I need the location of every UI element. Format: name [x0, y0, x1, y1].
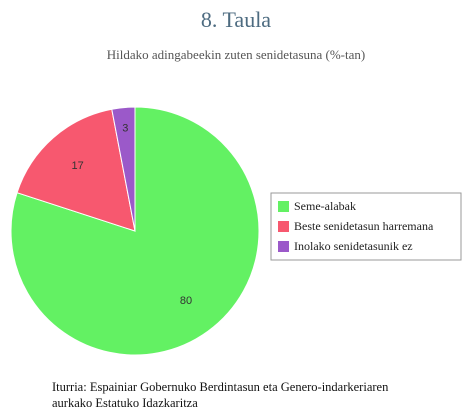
legend-swatch — [278, 221, 289, 232]
legend-swatch — [278, 241, 289, 252]
source: Iturria: Espainiar Gobernuko Berdintasun… — [52, 380, 389, 394]
chart-subtitle: Hildako adingabeekin zuten senidetasuna … — [107, 47, 365, 62]
legend-box — [270, 192, 462, 261]
chart-title: 8. Taula — [201, 7, 271, 32]
source: aurkako Estatuko Idazkaritza — [52, 396, 198, 410]
data-label: 3 — [122, 122, 128, 134]
data-label: 17 — [71, 160, 83, 172]
legend-label: Beste senidetasun harremana — [294, 219, 434, 233]
pie-slice — [16, 108, 136, 232]
pie-slice — [111, 106, 136, 232]
legend-label: Seme-alabak — [294, 199, 356, 213]
data-label: 80 — [180, 295, 192, 307]
legend-label: Inolako senidetasunik ez — [294, 239, 413, 253]
legend-swatch — [278, 201, 289, 212]
